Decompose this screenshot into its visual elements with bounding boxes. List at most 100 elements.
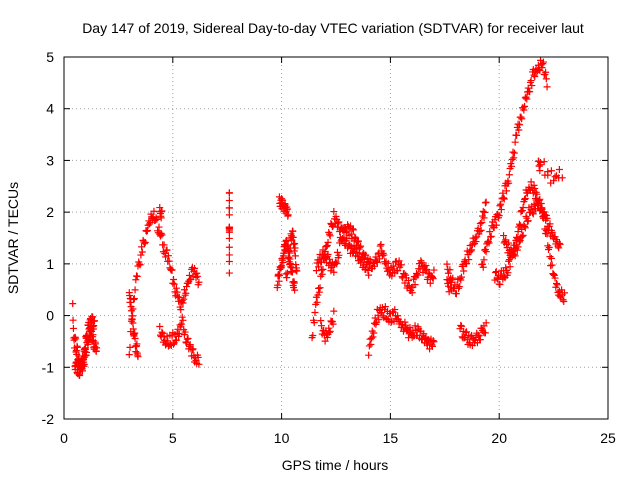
data-point bbox=[547, 179, 555, 187]
data-point bbox=[560, 289, 568, 297]
data-point bbox=[172, 284, 180, 292]
data-point bbox=[521, 194, 529, 202]
data-point bbox=[463, 328, 471, 336]
data-point bbox=[456, 274, 464, 282]
data-point bbox=[546, 253, 554, 261]
data-point bbox=[492, 268, 500, 276]
data-point bbox=[446, 276, 454, 284]
data-point bbox=[316, 284, 324, 292]
data-point bbox=[521, 196, 529, 204]
data-point bbox=[476, 228, 484, 236]
data-point bbox=[539, 213, 547, 221]
data-point bbox=[556, 240, 564, 248]
data-point bbox=[368, 334, 376, 342]
data-point bbox=[284, 211, 292, 219]
data-point bbox=[524, 217, 532, 225]
x-tick-label: 0 bbox=[60, 430, 68, 446]
data-points bbox=[69, 56, 568, 380]
data-point bbox=[500, 194, 508, 202]
data-point bbox=[335, 218, 343, 226]
data-point bbox=[290, 240, 298, 248]
data-point bbox=[428, 342, 436, 350]
data-point bbox=[540, 158, 548, 166]
data-point bbox=[125, 351, 133, 359]
data-point bbox=[521, 224, 529, 232]
series-arc-b1 bbox=[125, 207, 203, 359]
data-point bbox=[188, 346, 196, 354]
data-point bbox=[330, 268, 338, 276]
data-point bbox=[364, 266, 372, 274]
data-point bbox=[326, 327, 334, 335]
data-point bbox=[89, 331, 97, 339]
data-point bbox=[558, 174, 566, 182]
data-point bbox=[548, 228, 556, 236]
data-point bbox=[93, 344, 101, 352]
data-point bbox=[542, 227, 550, 235]
data-point bbox=[513, 246, 521, 254]
x-tick-label: 20 bbox=[491, 430, 507, 446]
data-point bbox=[163, 246, 171, 254]
data-point bbox=[133, 340, 141, 348]
data-point bbox=[429, 275, 437, 283]
data-point bbox=[80, 360, 88, 368]
data-point bbox=[165, 257, 173, 265]
data-point bbox=[168, 266, 176, 274]
data-point bbox=[225, 257, 233, 265]
data-point bbox=[90, 317, 98, 325]
data-point bbox=[541, 225, 549, 233]
data-point bbox=[472, 238, 480, 246]
data-point bbox=[516, 220, 524, 228]
data-point bbox=[195, 278, 203, 286]
data-point bbox=[538, 204, 546, 212]
data-point bbox=[88, 327, 96, 335]
data-point bbox=[518, 232, 526, 240]
data-point bbox=[311, 308, 319, 316]
data-point bbox=[180, 295, 188, 303]
data-point bbox=[312, 267, 320, 275]
data-point bbox=[178, 313, 186, 321]
data-point bbox=[538, 64, 546, 72]
data-point bbox=[517, 208, 525, 216]
data-point bbox=[291, 244, 299, 252]
data-point bbox=[279, 258, 287, 266]
x-tick-label: 15 bbox=[383, 430, 399, 446]
data-point bbox=[291, 252, 299, 260]
data-point bbox=[471, 234, 479, 242]
data-point bbox=[293, 267, 301, 275]
data-point bbox=[131, 335, 139, 343]
data-point bbox=[225, 189, 233, 197]
data-point bbox=[179, 316, 187, 324]
data-point bbox=[289, 227, 297, 235]
series-arc-d2 bbox=[312, 221, 438, 297]
y-tick-label: 5 bbox=[46, 49, 54, 65]
data-point bbox=[323, 333, 331, 341]
data-point bbox=[349, 226, 357, 234]
data-point bbox=[310, 319, 318, 327]
data-point bbox=[225, 197, 233, 205]
data-point bbox=[354, 252, 362, 260]
data-point bbox=[510, 154, 518, 162]
data-point bbox=[318, 270, 326, 278]
data-point bbox=[515, 126, 523, 134]
data-point bbox=[225, 234, 233, 242]
data-point bbox=[497, 200, 505, 208]
data-point bbox=[500, 232, 508, 240]
data-point bbox=[395, 257, 403, 265]
data-point bbox=[384, 259, 392, 267]
data-point bbox=[491, 216, 499, 224]
data-point bbox=[158, 231, 166, 239]
data-point bbox=[325, 328, 333, 336]
data-point bbox=[508, 155, 516, 163]
data-point bbox=[156, 322, 164, 330]
x-tick-label: 25 bbox=[600, 430, 616, 446]
data-point bbox=[447, 283, 455, 291]
data-point bbox=[167, 265, 175, 273]
data-point bbox=[286, 249, 294, 257]
data-point bbox=[365, 351, 373, 359]
data-point bbox=[353, 238, 361, 246]
data-point bbox=[315, 263, 323, 271]
data-point bbox=[317, 317, 325, 325]
data-point bbox=[484, 237, 492, 245]
data-point bbox=[283, 274, 291, 282]
data-point bbox=[505, 171, 513, 179]
